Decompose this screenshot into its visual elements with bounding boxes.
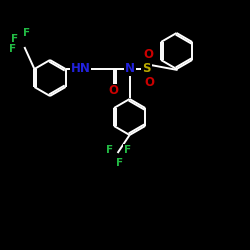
Text: F: F	[124, 145, 131, 155]
Text: N: N	[124, 62, 134, 76]
Text: O: O	[144, 76, 154, 90]
Text: O: O	[144, 48, 154, 62]
Text: O: O	[108, 84, 118, 98]
Text: F: F	[23, 28, 30, 38]
Text: F: F	[116, 158, 123, 168]
Text: F: F	[11, 34, 18, 44]
Text: HN: HN	[71, 62, 90, 76]
Text: F: F	[9, 44, 16, 54]
Text: S: S	[142, 62, 151, 76]
Text: F: F	[106, 145, 113, 155]
